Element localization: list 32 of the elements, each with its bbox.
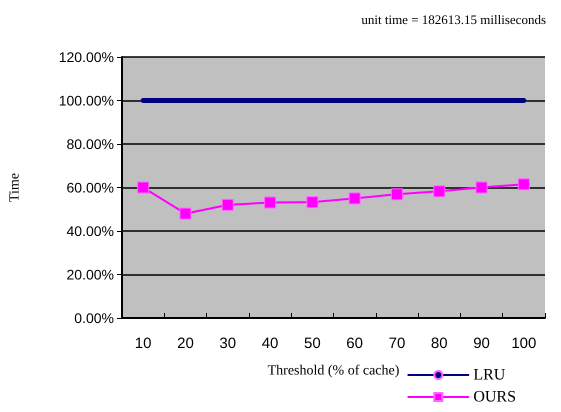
x-tick-label: 70 bbox=[388, 335, 406, 352]
x-tick-label: 100 bbox=[511, 335, 536, 352]
point bbox=[179, 208, 192, 220]
y-tick-label: 100.00% bbox=[58, 92, 114, 108]
point bbox=[306, 196, 318, 208]
point bbox=[348, 192, 361, 204]
point bbox=[518, 178, 530, 190]
x-axis-title: Threshold (% of cache) bbox=[268, 364, 400, 378]
legend-label: LRU bbox=[473, 366, 506, 384]
x-tick-label: 40 bbox=[262, 335, 278, 352]
y-tick-label: 0.00% bbox=[74, 310, 114, 326]
x-tick-label: 60 bbox=[346, 335, 363, 352]
y-axis-title: Time bbox=[8, 172, 22, 202]
y-tick-label: 80.00% bbox=[66, 136, 114, 152]
y-tick-label: 60.00% bbox=[66, 180, 114, 196]
point bbox=[222, 198, 234, 211]
point bbox=[390, 188, 403, 200]
y-tick-label: 40.00% bbox=[66, 223, 114, 239]
y-tick-label: 20.00% bbox=[66, 266, 114, 282]
x-tick-label: 10 bbox=[134, 335, 152, 352]
x-tick-label: 50 bbox=[304, 335, 321, 352]
point bbox=[476, 182, 488, 194]
x-tick-label: 90 bbox=[473, 335, 490, 352]
chart-title: unit time = 182613.15 milliseconds bbox=[361, 12, 546, 27]
point bbox=[433, 185, 446, 198]
y-tick-label: 120.00% bbox=[58, 49, 114, 65]
point bbox=[137, 182, 150, 194]
x-tick-label: 20 bbox=[177, 335, 194, 352]
legend-label: OURS bbox=[473, 388, 516, 406]
x-tick-label: 80 bbox=[430, 335, 448, 352]
point bbox=[264, 196, 276, 209]
x-tick-label: 30 bbox=[219, 335, 236, 352]
